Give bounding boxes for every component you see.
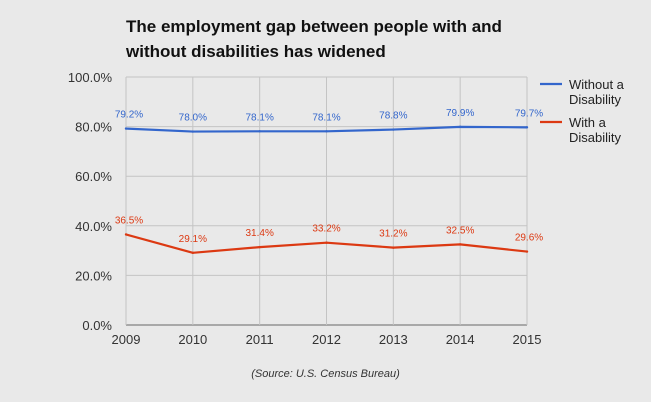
legend-label: Without a [569, 77, 625, 92]
data-label: 78.0% [179, 113, 207, 124]
data-label: 78.8% [379, 111, 407, 122]
data-point [258, 130, 261, 133]
chart-title: The employment gap between people with a… [126, 17, 502, 61]
data-label: 79.9% [446, 108, 474, 119]
data-point [392, 128, 395, 131]
grid-lines [125, 76, 528, 326]
y-tick-label: 100.0% [68, 70, 113, 85]
data-label: 33.2% [312, 224, 340, 235]
legend-label: Disability [569, 92, 622, 107]
x-tick-label: 2012 [312, 332, 341, 347]
series-lines [124, 125, 529, 255]
data-point [124, 233, 128, 236]
data-point [458, 243, 462, 246]
y-axis: 0.0% 20.0% 40.0% 60.0% 80.0% 100.0% [68, 70, 113, 333]
data-point [325, 130, 328, 133]
data-point [258, 245, 261, 249]
data-point [325, 241, 328, 244]
legend-label: With a [569, 115, 607, 130]
x-tick-label: 2009 [112, 332, 141, 347]
data-point [191, 130, 195, 133]
y-tick-label: 20.0% [75, 268, 112, 283]
data-point [124, 127, 128, 130]
data-label: 29.1% [179, 234, 207, 245]
source-note: (Source: U.S. Census Bureau) [251, 368, 400, 380]
y-tick-label: 80.0% [75, 120, 112, 135]
y-tick-label: 40.0% [75, 219, 112, 234]
data-point [392, 246, 395, 249]
data-labels: 79.2% 78.0% 78.1% 78.1% 78.8% 79.9% 79.7% 36.5%… [115, 108, 543, 245]
y-tick-label: 0.0% [82, 318, 112, 333]
x-tick-label: 2015 [513, 332, 542, 347]
x-tick-label: 2013 [379, 332, 408, 347]
data-label: 78.1% [245, 112, 273, 123]
data-label: 79.7% [515, 108, 543, 119]
legend-label: Disability [569, 130, 622, 145]
data-point [458, 125, 462, 129]
data-label: 31.2% [379, 229, 407, 240]
x-tick-label: 2014 [446, 332, 475, 347]
data-label: 36.5% [115, 215, 143, 226]
data-label: 79.2% [115, 110, 143, 121]
data-label: 78.1% [312, 112, 340, 123]
data-point [525, 250, 529, 253]
data-point [525, 126, 529, 129]
x-axis: 2009 2010 2011 2012 2013 2014 2015 [112, 332, 542, 347]
data-point [191, 251, 195, 255]
data-label: 31.4% [245, 228, 273, 239]
data-label: 32.5% [446, 225, 474, 236]
data-label: 29.6% [515, 233, 543, 244]
y-tick-label: 60.0% [75, 169, 112, 184]
x-tick-label: 2010 [178, 332, 207, 347]
x-tick-label: 2011 [246, 332, 274, 347]
